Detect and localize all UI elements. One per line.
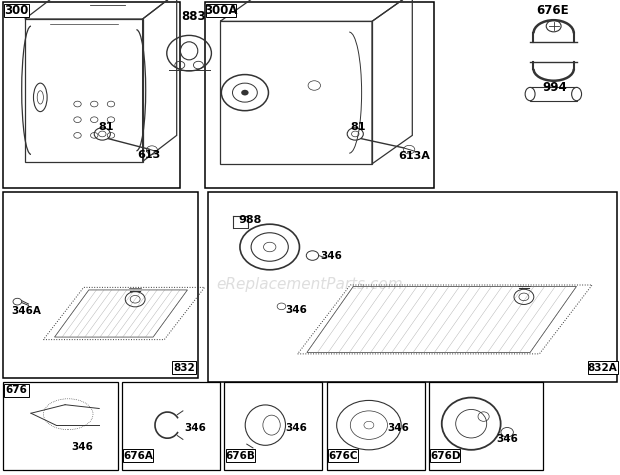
Bar: [226, 449, 255, 462]
Text: 676D: 676D: [430, 450, 461, 461]
Text: 676E: 676E: [536, 4, 569, 17]
Bar: [4, 384, 29, 397]
Bar: [224, 382, 322, 470]
Bar: [588, 361, 618, 374]
Text: 832A: 832A: [588, 362, 618, 373]
Text: 676A: 676A: [123, 450, 153, 461]
Text: 613A: 613A: [398, 151, 430, 161]
Text: 832: 832: [173, 362, 195, 373]
Bar: [530, 87, 577, 101]
Text: 81: 81: [98, 122, 113, 132]
Bar: [123, 449, 153, 462]
Bar: [232, 216, 248, 228]
Bar: [429, 382, 542, 470]
Bar: [206, 4, 236, 17]
Text: 346: 346: [285, 423, 307, 434]
Bar: [430, 449, 460, 462]
Text: 613: 613: [138, 150, 161, 160]
Text: 346: 346: [388, 423, 409, 434]
Text: 346A: 346A: [11, 306, 41, 316]
Text: 994: 994: [542, 81, 567, 95]
Text: 346: 346: [496, 434, 518, 445]
Text: 346: 346: [71, 442, 93, 453]
Bar: [172, 361, 196, 374]
Text: eReplacementParts.com: eReplacementParts.com: [216, 277, 404, 293]
Text: 988: 988: [239, 215, 262, 226]
Circle shape: [241, 90, 249, 95]
Text: 300A: 300A: [204, 4, 237, 17]
Text: 676B: 676B: [226, 450, 255, 461]
Bar: [3, 382, 118, 470]
Bar: [4, 4, 29, 17]
Text: 81: 81: [350, 122, 366, 132]
Bar: [3, 192, 198, 378]
Text: 346: 346: [285, 304, 307, 315]
Text: 676: 676: [6, 385, 27, 396]
Text: 300: 300: [4, 4, 29, 17]
Bar: [205, 2, 434, 188]
Text: 346: 346: [185, 423, 206, 434]
Bar: [122, 382, 220, 470]
Ellipse shape: [572, 87, 582, 101]
Text: 883: 883: [181, 10, 206, 23]
Bar: [208, 192, 617, 382]
Bar: [328, 449, 358, 462]
Text: 676C: 676C: [328, 450, 358, 461]
Text: 346: 346: [320, 250, 342, 261]
Bar: [327, 382, 425, 470]
Ellipse shape: [525, 87, 535, 101]
Bar: [3, 2, 180, 188]
